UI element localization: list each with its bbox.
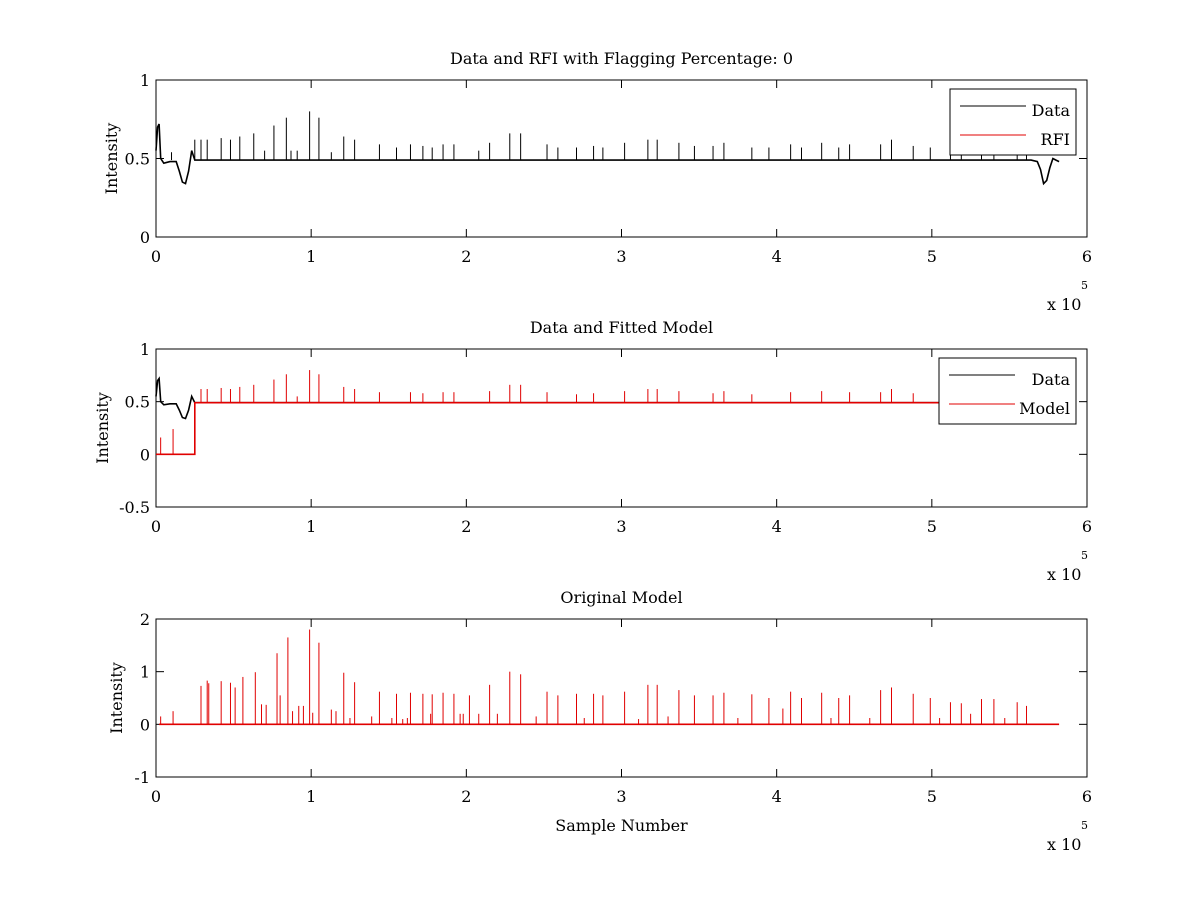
y-tick-label: 1 [140, 663, 150, 682]
x-tick-label: 4 [772, 247, 782, 266]
x-exponent-power: 5 [1081, 279, 1088, 292]
x-tick-label: 1 [306, 247, 316, 266]
y-tick-label: 0.5 [125, 393, 150, 412]
x-exponent-power: 5 [1081, 549, 1088, 562]
x-tick-label: 0 [151, 517, 161, 536]
x-tick-label: 4 [772, 787, 782, 806]
plot-area [155, 79, 1088, 238]
x-tick-label: 2 [461, 517, 471, 536]
legend-box [938, 357, 1077, 425]
legend-label: Data [1032, 370, 1071, 389]
legend: Data Model [938, 357, 1077, 425]
x-tick-label: 6 [1082, 787, 1092, 806]
y-tick-label: -0.5 [119, 498, 150, 517]
y-tick-label: 1 [140, 340, 150, 359]
y-tick-label: 1 [140, 71, 150, 90]
x-tick-label: 1 [306, 517, 316, 536]
chart-title: Original Model [560, 588, 682, 607]
y-tick-label: 0 [140, 445, 150, 464]
x-tick-label: 6 [1082, 517, 1092, 536]
chart-3: Original Model Intensity Sample Number 0 1 2 3… [107, 588, 1092, 854]
x-tick-label: 5 [927, 787, 937, 806]
x-axis-label: Sample Number [555, 816, 688, 835]
y-tick-label: -1 [134, 768, 150, 787]
x-tick-label: 1 [306, 787, 316, 806]
chart-2: Data and Fitted Model Intensity 0 1 2 3 4 5 6 -0.… [93, 318, 1092, 584]
series-line-model [156, 401, 963, 456]
legend-label: Data [1032, 101, 1071, 120]
legend-label: Model [1019, 399, 1070, 418]
y-tick-label: 2 [140, 610, 150, 629]
x-tick-label: 0 [151, 787, 161, 806]
y-axis-label: Intensity [93, 392, 112, 464]
x-tick-label: 5 [927, 247, 937, 266]
series-line-data [155, 123, 1060, 186]
y-tick-label: 0 [140, 715, 150, 734]
x-tick-label: 2 [461, 247, 471, 266]
x-exponent-label: x 10 [1047, 295, 1081, 314]
chart-1: Data and RFI with Flagging Percentage: 0… [102, 49, 1092, 314]
x-tick-label: 3 [616, 787, 626, 806]
plot-area [155, 618, 1088, 778]
x-exponent-label: x 10 [1047, 565, 1081, 584]
x-tick-label: 2 [461, 787, 471, 806]
chart-title: Data and Fitted Model [530, 318, 713, 337]
chart-title: Data and RFI with Flagging Percentage: 0 [450, 49, 793, 68]
plot-area [155, 348, 1088, 508]
x-exponent-label: x 10 [1047, 835, 1081, 854]
legend-box [949, 88, 1077, 156]
x-tick-label: 4 [772, 517, 782, 536]
x-tick-label: 0 [151, 247, 161, 266]
legend: Data RFI [949, 88, 1077, 156]
y-axis-label: Intensity [102, 123, 121, 195]
x-exponent-power: 5 [1081, 819, 1088, 832]
legend-label: RFI [1041, 130, 1070, 149]
x-tick-label: 5 [927, 517, 937, 536]
x-tick-label: 3 [616, 517, 626, 536]
y-tick-label: 0.5 [125, 150, 150, 169]
y-tick-label: 0 [140, 228, 150, 247]
x-tick-label: 3 [616, 247, 626, 266]
y-axis-label: Intensity [107, 662, 126, 734]
x-tick-label: 6 [1082, 247, 1092, 266]
